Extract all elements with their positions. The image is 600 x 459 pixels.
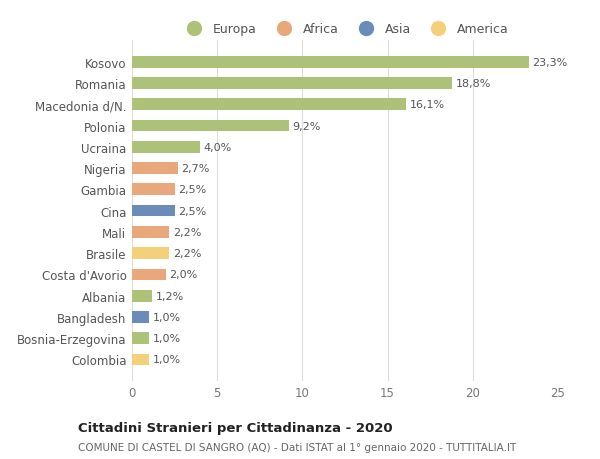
Text: 2,2%: 2,2% [173, 227, 201, 237]
Bar [132, 333, 149, 344]
Text: 18,8%: 18,8% [456, 79, 491, 89]
Text: 1,2%: 1,2% [156, 291, 184, 301]
Text: COMUNE DI CASTEL DI SANGRO (AQ) - Dati ISTAT al 1° gennaio 2020 - TUTTITALIA.IT: COMUNE DI CASTEL DI SANGRO (AQ) - Dati I… [78, 442, 516, 452]
Text: 2,5%: 2,5% [178, 206, 206, 216]
Text: 1,0%: 1,0% [152, 312, 181, 322]
Bar [132, 205, 175, 217]
Bar [132, 99, 406, 111]
Bar [132, 269, 166, 280]
Text: 2,7%: 2,7% [181, 164, 210, 174]
Bar [132, 57, 529, 68]
Bar [132, 311, 149, 323]
Text: 4,0%: 4,0% [203, 142, 232, 152]
Text: 2,5%: 2,5% [178, 185, 206, 195]
Bar [132, 248, 169, 259]
Bar [132, 354, 149, 365]
Text: 2,0%: 2,0% [169, 270, 198, 280]
Text: 1,0%: 1,0% [152, 334, 181, 343]
Text: 1,0%: 1,0% [152, 355, 181, 365]
Bar [132, 227, 169, 238]
Bar [132, 184, 175, 196]
Text: 9,2%: 9,2% [292, 121, 320, 131]
Bar [132, 78, 452, 90]
Text: Cittadini Stranieri per Cittadinanza - 2020: Cittadini Stranieri per Cittadinanza - 2… [78, 421, 392, 434]
Bar [132, 163, 178, 174]
Bar [132, 120, 289, 132]
Legend: Europa, Africa, Asia, America: Europa, Africa, Asia, America [179, 20, 511, 39]
Bar [132, 290, 152, 302]
Text: 16,1%: 16,1% [410, 100, 445, 110]
Bar [132, 142, 200, 153]
Text: 23,3%: 23,3% [532, 57, 568, 67]
Text: 2,2%: 2,2% [173, 249, 201, 258]
